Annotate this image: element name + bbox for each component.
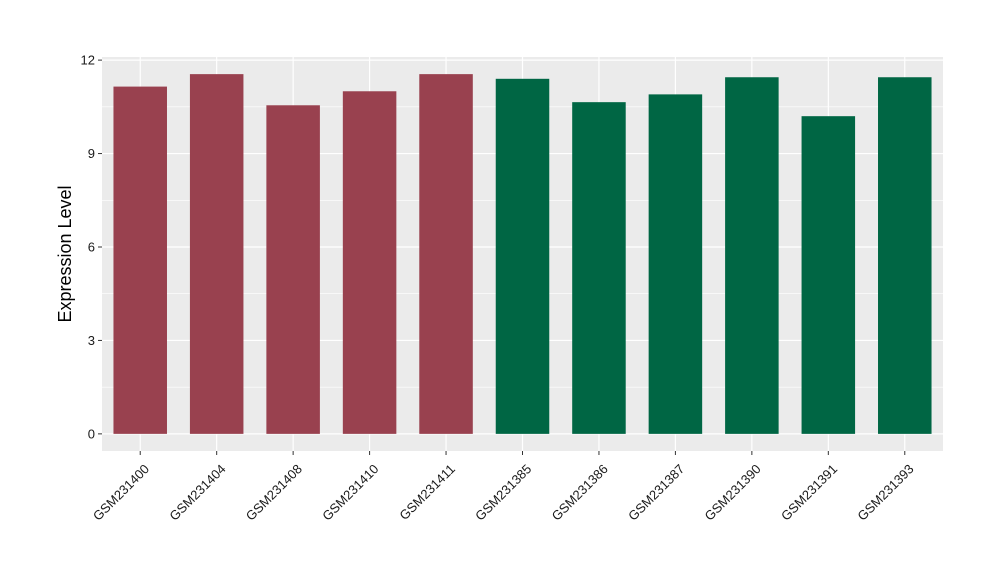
x-tick-label: GSM231404 <box>166 461 228 523</box>
bar <box>266 105 320 434</box>
bar <box>113 86 167 434</box>
y-axis-title: Expression Level <box>55 185 75 322</box>
y-tick-label: 6 <box>88 239 95 254</box>
bar <box>878 77 932 434</box>
x-tick-label: GSM231390 <box>702 461 764 523</box>
bars <box>113 74 932 434</box>
x-tick-label: GSM231387 <box>625 461 687 523</box>
bar <box>572 102 626 434</box>
bar <box>725 77 779 434</box>
x-tick-label: GSM231385 <box>472 461 534 523</box>
x-axis: GSM231400 GSM231404 GSM231408 GSM231410 GSM2… <box>90 451 917 524</box>
x-tick-label: GSM231386 <box>549 461 611 523</box>
y-axis: 0 3 6 9 12 <box>81 53 102 441</box>
y-tick-label: 3 <box>88 333 95 348</box>
bar <box>189 74 244 434</box>
x-tick-label: GSM231410 <box>319 461 381 523</box>
y-tick-label: 0 <box>88 426 95 441</box>
x-tick-label: GSM231408 <box>243 461 305 523</box>
x-tick-label: GSM231393 <box>854 461 916 523</box>
bar <box>801 116 856 434</box>
bar <box>648 94 703 434</box>
y-tick-label: 12 <box>81 53 95 68</box>
bar <box>419 74 473 434</box>
y-tick-label: 9 <box>88 146 95 161</box>
x-tick-label: GSM231391 <box>778 461 840 523</box>
bar <box>495 78 550 434</box>
x-tick-label: GSM231411 <box>396 461 458 523</box>
bar <box>342 91 397 434</box>
x-tick-label: GSM231400 <box>90 461 152 523</box>
